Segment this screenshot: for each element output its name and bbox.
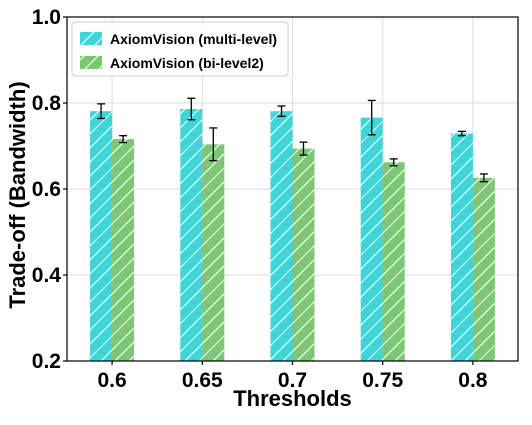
x-ticks: 0.6 0.65 0.7 0.75 0.8: [97, 361, 488, 392]
legend-label: AxiomVision (bi-level2): [110, 55, 264, 71]
y-tick-label: 0.6: [32, 178, 61, 201]
x-axis-label: Thresholds: [233, 386, 352, 411]
y-tick-label: 1.0: [32, 6, 61, 29]
bar-hatch: [472, 177, 495, 361]
x-tick-label: 0.65: [182, 369, 223, 392]
x-tick-label: 0.7: [278, 369, 307, 392]
x-tick-label: 0.8: [458, 369, 488, 392]
bar-hatch: [202, 144, 225, 361]
legend-box: [71, 21, 289, 77]
error-bars: [97, 97, 488, 183]
y-ticks: 0.2 0.4 0.6 0.8 1.0: [32, 6, 67, 373]
bar-hatch: [270, 111, 293, 361]
legend: AxiomVision (multi-level) AxiomVision (bi…: [71, 21, 289, 77]
y-tick-label: 0.2: [32, 350, 61, 373]
bar-hatch: [450, 133, 473, 361]
y-tick-label: 0.4: [32, 264, 62, 287]
legend-swatch-hatch: [80, 56, 102, 69]
bar-hatch: [382, 162, 405, 361]
x-tick-label: 0.6: [97, 369, 126, 392]
bar-hatch: [360, 117, 383, 362]
x-tick-label: 0.75: [362, 369, 403, 392]
y-tick-label: 0.8: [32, 92, 62, 115]
bar-hatch: [292, 148, 315, 361]
bar-hatch: [112, 139, 135, 361]
bar-hatch: [90, 111, 113, 361]
y-axis-label: Trade-off (Bandwidth): [5, 81, 30, 308]
legend-swatch-hatch: [80, 32, 102, 45]
legend-label: AxiomVision (multi-level): [110, 31, 277, 47]
bar-hatch: [180, 109, 203, 362]
bars: [90, 109, 495, 362]
